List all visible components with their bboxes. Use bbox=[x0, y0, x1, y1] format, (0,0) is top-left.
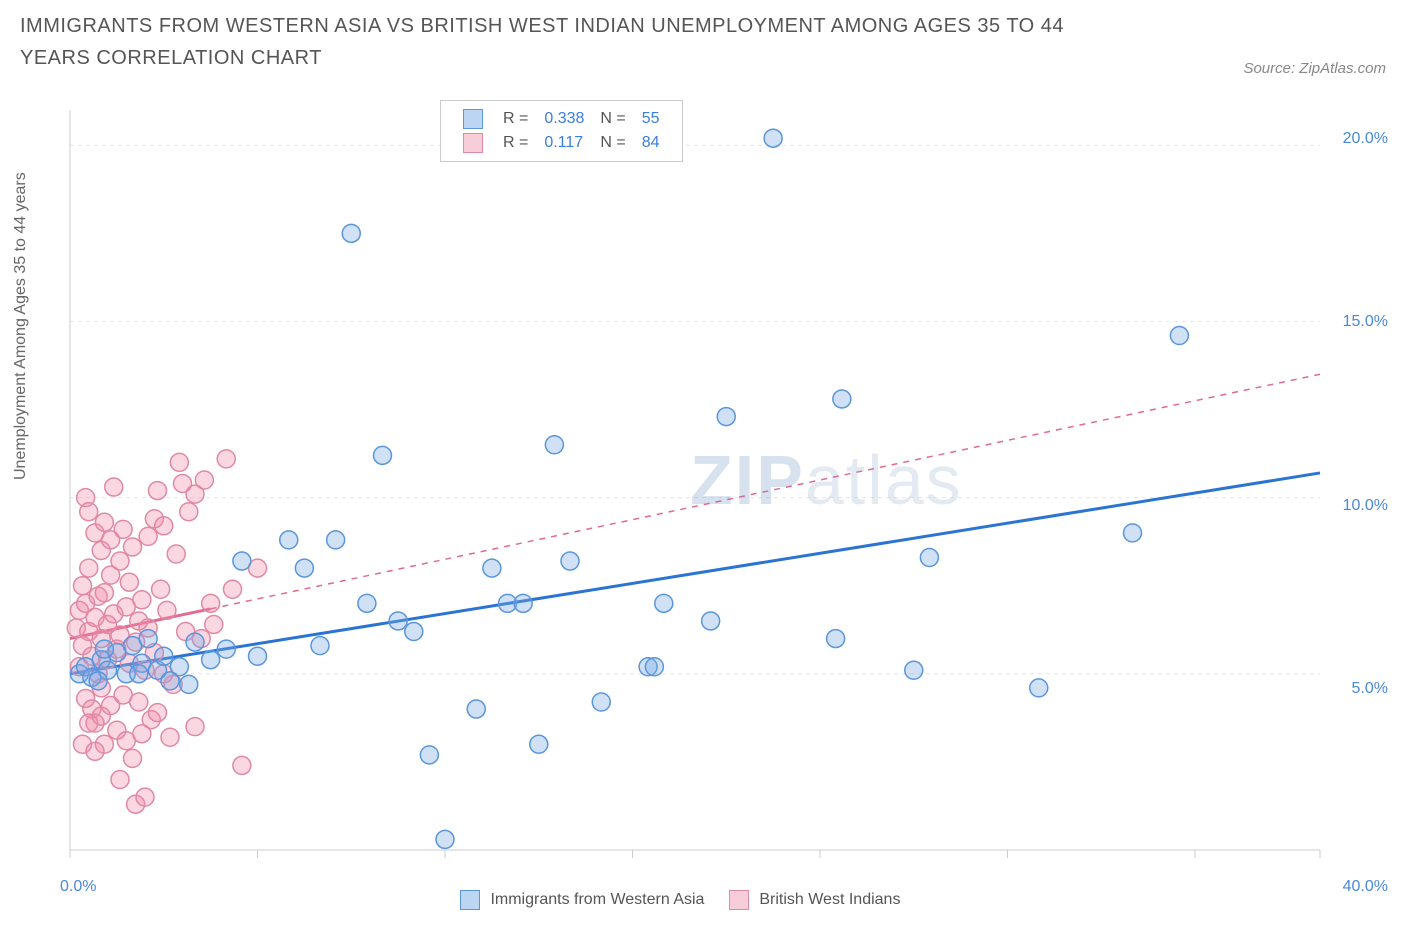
plot-area bbox=[60, 100, 1380, 870]
r-value-pink: 0.117 bbox=[536, 131, 592, 155]
n-label: N = bbox=[592, 107, 633, 131]
y-tick-5: 5.0% bbox=[1352, 680, 1388, 698]
legend-label-blue: Immigrants from Western Asia bbox=[490, 891, 704, 908]
swatch-pink bbox=[463, 133, 483, 153]
x-tick-0: 0.0% bbox=[60, 878, 96, 896]
legend-label-pink: British West Indians bbox=[759, 891, 900, 908]
y-tick-10: 10.0% bbox=[1343, 497, 1388, 515]
swatch-blue bbox=[463, 109, 483, 129]
r-label: R = bbox=[495, 131, 536, 155]
r-value-blue: 0.338 bbox=[536, 107, 592, 131]
y-tick-20: 20.0% bbox=[1343, 130, 1388, 148]
n-value-blue: 55 bbox=[634, 107, 668, 131]
legend-row-pink: R = 0.117 N = 84 bbox=[455, 131, 668, 155]
legend-row-blue: R = 0.338 N = 55 bbox=[455, 107, 668, 131]
n-value-pink: 84 bbox=[634, 131, 668, 155]
r-label: R = bbox=[495, 107, 536, 131]
y-axis-label: Unemployment Among Ages 35 to 44 years bbox=[12, 172, 30, 480]
x-tick-40: 40.0% bbox=[1343, 878, 1388, 896]
swatch-pink-bottom bbox=[729, 890, 749, 910]
y-tick-15: 15.0% bbox=[1343, 313, 1388, 331]
chart-title: IMMIGRANTS FROM WESTERN ASIA VS BRITISH … bbox=[20, 10, 1120, 74]
source-credit: Source: ZipAtlas.com bbox=[1243, 60, 1386, 77]
series-legend: Immigrants from Western Asia British Wes… bbox=[440, 890, 900, 910]
swatch-blue-bottom bbox=[460, 890, 480, 910]
correlation-legend: R = 0.338 N = 55 R = 0.117 N = 84 bbox=[440, 100, 683, 162]
chart-container: IMMIGRANTS FROM WESTERN ASIA VS BRITISH … bbox=[0, 0, 1406, 930]
n-label: N = bbox=[592, 131, 633, 155]
